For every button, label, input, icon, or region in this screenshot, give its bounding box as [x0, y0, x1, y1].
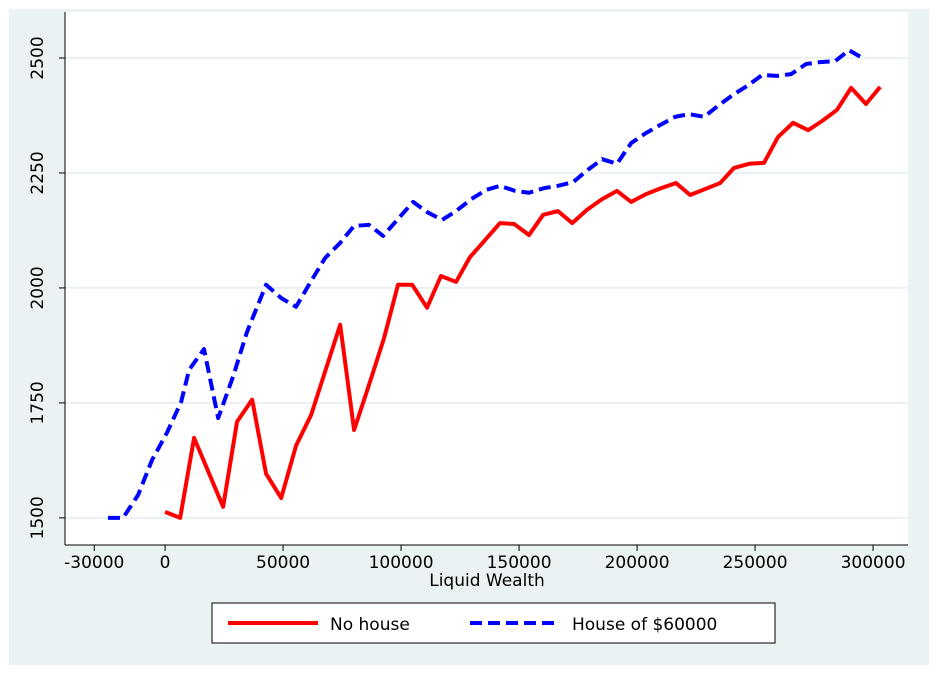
data-line [107, 48, 866, 520]
y-tick-label: 1750 [28, 381, 48, 424]
x-tick-label: 150000 [487, 553, 552, 573]
x-tick-label: 250000 [723, 553, 788, 573]
data-line [164, 85, 882, 520]
legend-label: No house [330, 615, 410, 635]
legend-label: House of $60000 [572, 615, 717, 635]
x-tick-label: 0 [160, 553, 171, 573]
y-tick-label: 2000 [28, 266, 48, 309]
x-tick-label: 100000 [369, 553, 434, 573]
y-tick-label: 1500 [28, 496, 48, 539]
x-tick-label: 200000 [605, 553, 670, 573]
y-tick-label: 2250 [28, 151, 48, 194]
y-tick-label: 2500 [28, 36, 48, 79]
x-tick-label: 50000 [256, 553, 310, 573]
x-tick-label: 300000 [841, 553, 906, 573]
x-axis-title: Liquid Wealth [429, 571, 545, 591]
x-tick-label: -30000 [64, 553, 124, 573]
plot-area [65, 12, 908, 545]
